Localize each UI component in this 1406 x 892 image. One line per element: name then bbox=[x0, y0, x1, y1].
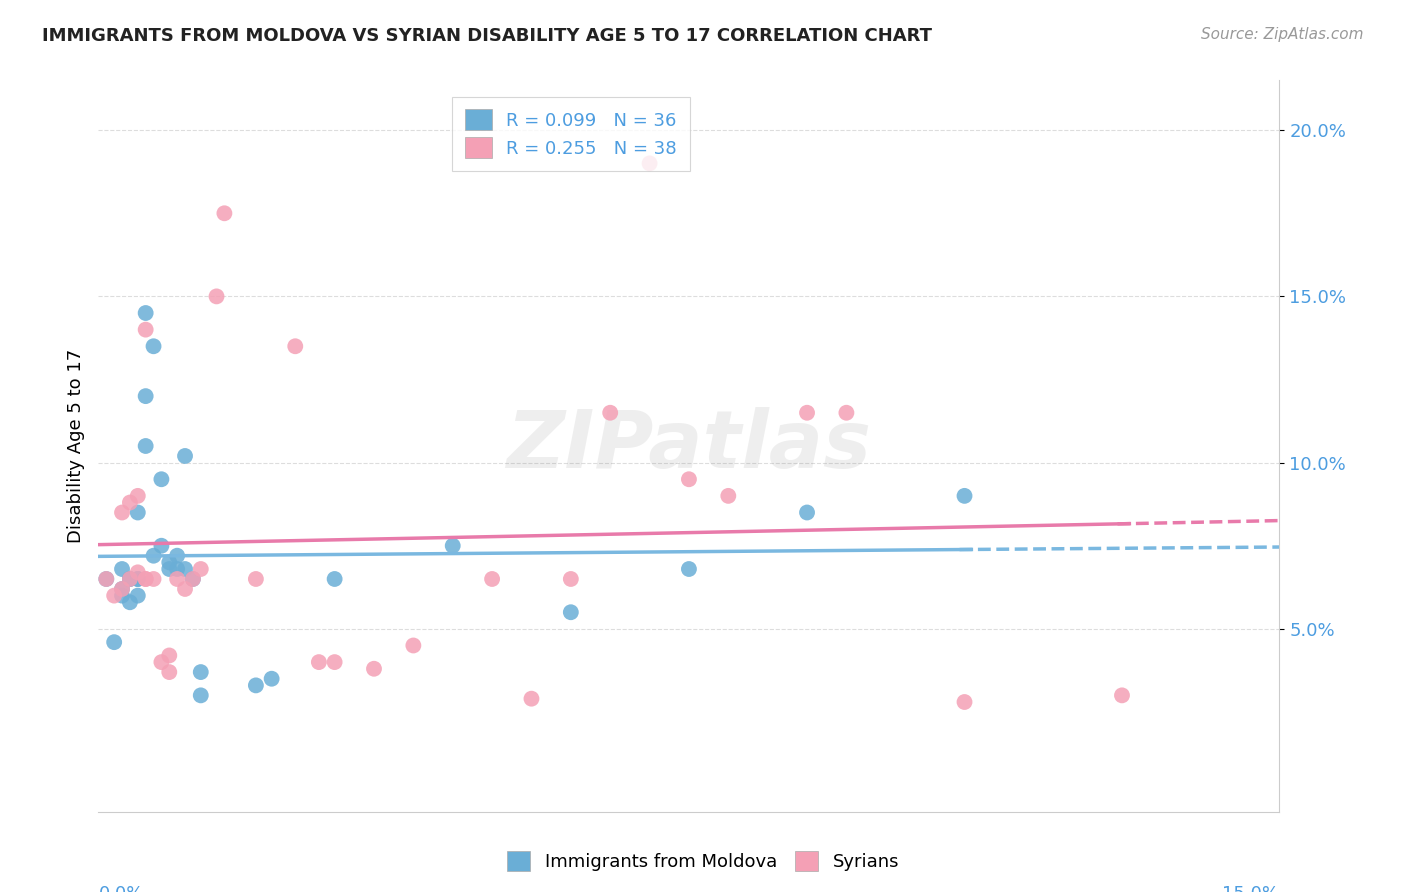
Point bbox=[190, 562, 212, 576]
Point bbox=[118, 595, 141, 609]
Point bbox=[953, 695, 976, 709]
Point bbox=[111, 582, 134, 596]
Text: IMMIGRANTS FROM MOLDOVA VS SYRIAN DISABILITY AGE 5 TO 17 CORRELATION CHART: IMMIGRANTS FROM MOLDOVA VS SYRIAN DISABI… bbox=[42, 27, 932, 45]
Point bbox=[96, 572, 118, 586]
Point bbox=[214, 206, 236, 220]
Point bbox=[953, 489, 976, 503]
Point bbox=[135, 572, 157, 586]
Point bbox=[520, 691, 543, 706]
Point bbox=[796, 406, 818, 420]
Point bbox=[157, 555, 180, 569]
Point bbox=[157, 562, 180, 576]
Point bbox=[135, 439, 157, 453]
Point bbox=[796, 506, 818, 520]
Point bbox=[166, 549, 188, 563]
Point bbox=[127, 572, 149, 586]
Point bbox=[142, 339, 165, 353]
Point bbox=[245, 678, 267, 692]
Point bbox=[111, 506, 134, 520]
Y-axis label: Disability Age 5 to 17: Disability Age 5 to 17 bbox=[66, 349, 84, 543]
Point bbox=[638, 156, 661, 170]
Point bbox=[142, 549, 165, 563]
Point bbox=[1111, 689, 1133, 703]
Point bbox=[441, 539, 464, 553]
Point bbox=[135, 323, 157, 337]
Point bbox=[127, 489, 149, 503]
Point bbox=[363, 662, 385, 676]
Point bbox=[118, 572, 141, 586]
Point bbox=[190, 689, 212, 703]
Point bbox=[560, 605, 582, 619]
Point bbox=[560, 572, 582, 586]
Point bbox=[166, 562, 188, 576]
Point bbox=[157, 648, 180, 663]
Point bbox=[181, 572, 204, 586]
Point bbox=[150, 472, 173, 486]
Point bbox=[190, 665, 212, 679]
Legend: R = 0.099   N = 36, R = 0.255   N = 38: R = 0.099 N = 36, R = 0.255 N = 38 bbox=[453, 96, 689, 171]
Point bbox=[260, 672, 283, 686]
Point bbox=[174, 562, 197, 576]
Point bbox=[111, 562, 134, 576]
Point bbox=[127, 589, 149, 603]
Point bbox=[402, 639, 425, 653]
Point bbox=[111, 582, 134, 596]
Point bbox=[308, 655, 330, 669]
Text: ZIPatlas: ZIPatlas bbox=[506, 407, 872, 485]
Point bbox=[150, 655, 173, 669]
Point bbox=[127, 566, 149, 580]
Text: 15.0%: 15.0% bbox=[1222, 885, 1279, 892]
Point bbox=[135, 306, 157, 320]
Point bbox=[135, 572, 157, 586]
Point bbox=[118, 495, 141, 509]
Point bbox=[150, 539, 173, 553]
Point bbox=[127, 572, 149, 586]
Point bbox=[678, 472, 700, 486]
Point bbox=[166, 572, 188, 586]
Point bbox=[323, 572, 346, 586]
Point bbox=[142, 572, 165, 586]
Point bbox=[103, 635, 125, 649]
Point bbox=[323, 655, 346, 669]
Point bbox=[717, 489, 740, 503]
Point bbox=[678, 562, 700, 576]
Point bbox=[111, 589, 134, 603]
Point bbox=[481, 572, 503, 586]
Text: 0.0%: 0.0% bbox=[98, 885, 143, 892]
Point bbox=[599, 406, 621, 420]
Point bbox=[245, 572, 267, 586]
Point bbox=[118, 572, 141, 586]
Legend: Immigrants from Moldova, Syrians: Immigrants from Moldova, Syrians bbox=[499, 844, 907, 879]
Point bbox=[96, 572, 118, 586]
Point bbox=[284, 339, 307, 353]
Point bbox=[157, 665, 180, 679]
Point bbox=[181, 572, 204, 586]
Text: Source: ZipAtlas.com: Source: ZipAtlas.com bbox=[1201, 27, 1364, 42]
Point bbox=[174, 582, 197, 596]
Point bbox=[205, 289, 228, 303]
Point bbox=[135, 389, 157, 403]
Point bbox=[118, 572, 141, 586]
Point bbox=[127, 506, 149, 520]
Point bbox=[103, 589, 125, 603]
Point bbox=[835, 406, 858, 420]
Point bbox=[174, 449, 197, 463]
